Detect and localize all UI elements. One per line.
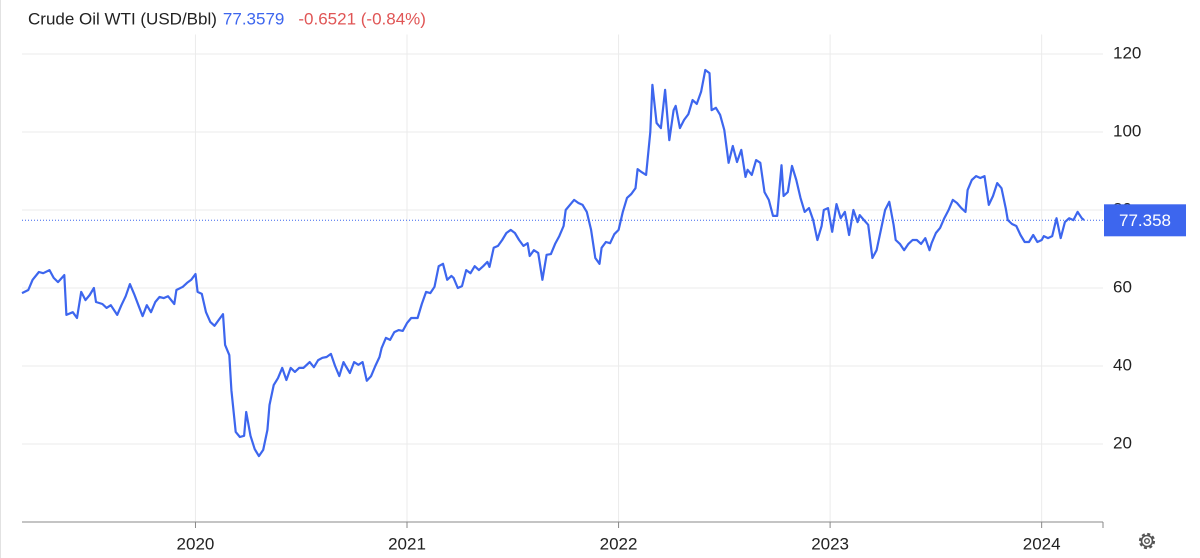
y-tick-label: 20 [1113,433,1132,452]
y-tick-label: 60 [1113,277,1132,296]
settings-icon[interactable] [1138,532,1156,550]
x-tick-label: 2021 [388,534,426,553]
y-tick-label: 120 [1113,43,1141,62]
x-tick-label: 2020 [177,534,215,553]
x-tick-label: 2024 [1023,534,1061,553]
y-tick-label: 100 [1113,121,1141,140]
chart-title: Crude Oil WTI (USD/Bbl) [28,9,217,28]
last-price-label: 77.358 [1119,211,1171,230]
price-change: -0.6521 (-0.84%) [298,9,426,28]
grid [22,34,1103,522]
x-tick-label: 2023 [811,534,849,553]
price-line [21,68,1085,458]
last-price-box [1104,204,1186,237]
y-tick-label: 40 [1113,355,1132,374]
x-tick-label: 2022 [600,534,638,553]
price: 77.3579 [223,9,284,28]
